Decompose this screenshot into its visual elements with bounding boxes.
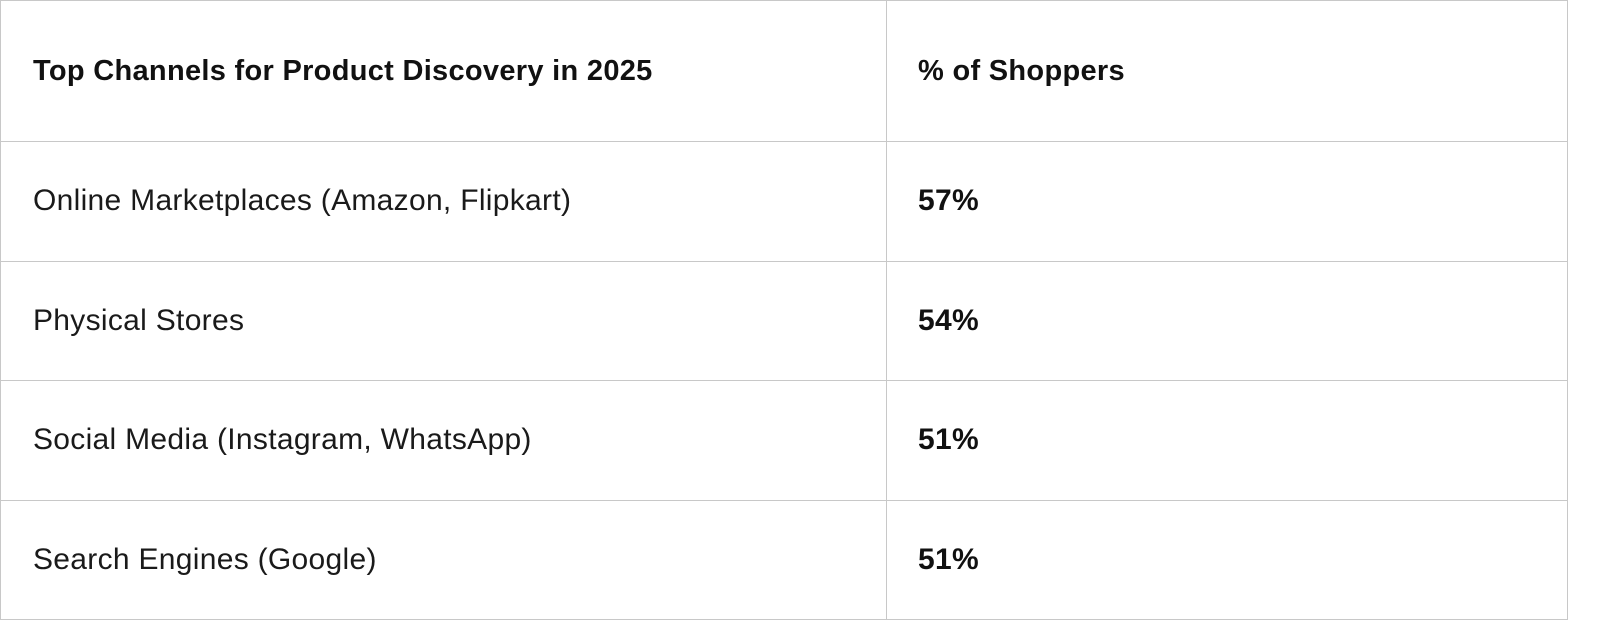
table-row: Search Engines (Google) 51% [1,500,1567,620]
percent-cell: 57% [918,184,979,218]
header-percent: % of Shoppers [918,54,1125,87]
table-row: Social Media (Instagram, WhatsApp) 51% [1,381,1567,501]
percent-cell: 51% [918,423,979,457]
table-row: Online Marketplaces (Amazon, Flipkart) 5… [1,142,1567,262]
percent-cell: 51% [918,543,979,577]
channel-cell: Search Engines (Google) [1,500,887,620]
percent-cell: 54% [918,303,979,337]
table-row: Physical Stores 54% [1,261,1567,381]
channel-cell: Physical Stores [1,261,887,380]
data-table: Top Channels for Product Discovery in 20… [0,0,1568,620]
header-channel: Top Channels for Product Discovery in 20… [1,1,887,141]
table-header-row: Top Channels for Product Discovery in 20… [1,1,1567,142]
channel-cell: Social Media (Instagram, WhatsApp) [1,381,887,500]
channel-cell: Online Marketplaces (Amazon, Flipkart) [1,142,887,261]
